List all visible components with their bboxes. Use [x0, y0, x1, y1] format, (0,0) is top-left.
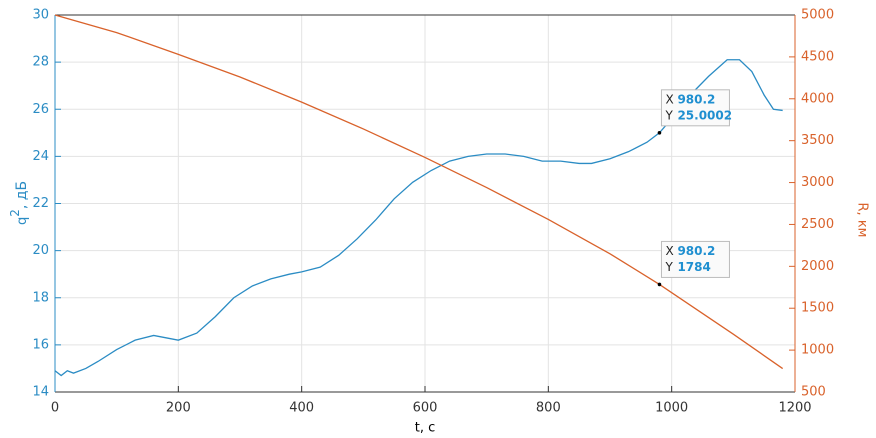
y-axis-label: q2, дБ [8, 181, 31, 225]
y-tick-label: 20 [32, 243, 49, 258]
x-tick-label: 600 [413, 401, 438, 416]
y2-tick-label: 2000 [801, 259, 834, 274]
x-tick-label: 800 [536, 401, 561, 416]
datatip-y-value: 1784 [677, 260, 710, 274]
datatip-point [657, 282, 662, 287]
datatip-x-label: X [665, 92, 673, 106]
y2-tick-label: 4500 [801, 49, 834, 64]
datatip-x-value: 980.2 [677, 244, 715, 258]
x-tick-label: 0 [51, 401, 59, 416]
y-tick-label: 26 [32, 102, 49, 117]
y-tick-label: 22 [32, 196, 49, 211]
datatip-y-value: 25.0002 [677, 108, 732, 122]
datatip-point [657, 131, 662, 135]
y2-tick-label: 1500 [801, 301, 834, 316]
y2-tick-label: 1000 [801, 343, 834, 358]
datatip-x-value: 980.2 [677, 92, 715, 106]
y2-axis-label: R, км [855, 203, 870, 238]
datatip-box [660, 89, 730, 127]
x-tick-label: 200 [166, 401, 191, 416]
x-tick-label: 1200 [778, 401, 811, 416]
datatip-y-label: Y [664, 260, 673, 274]
y-tick-label: 30 [32, 8, 49, 23]
y-tick-label: 28 [32, 55, 49, 70]
x-tick-label: 1000 [655, 401, 688, 416]
y-tick-label: 18 [32, 290, 49, 305]
y-tick-label: 14 [32, 385, 49, 400]
y-tick-label: 16 [32, 337, 49, 352]
y2-tick-label: 3500 [801, 133, 834, 148]
y2-tick-label: 2500 [801, 217, 834, 232]
y2-tick-label: 500 [801, 385, 826, 400]
y2-tick-label: 5000 [801, 8, 834, 23]
datatip: X 980.2 Y 25.0002 [660, 89, 732, 127]
y-tick-label: 24 [32, 149, 49, 164]
x-tick-label: 400 [289, 401, 314, 416]
y2-tick-label: 3000 [801, 175, 834, 190]
datatip-x-label: X [665, 244, 673, 258]
y-label-sup: 2 [8, 209, 22, 217]
y-label-main: q [15, 217, 30, 225]
y2-tick-label: 4000 [801, 91, 834, 106]
y-label-unit: , дБ [14, 181, 30, 209]
x-axis-label: t, с [415, 421, 436, 436]
datatip-y-label: Y [664, 108, 673, 122]
datatip: X 980.2 Y 1784 [660, 240, 730, 278]
datatip-box [660, 240, 730, 278]
